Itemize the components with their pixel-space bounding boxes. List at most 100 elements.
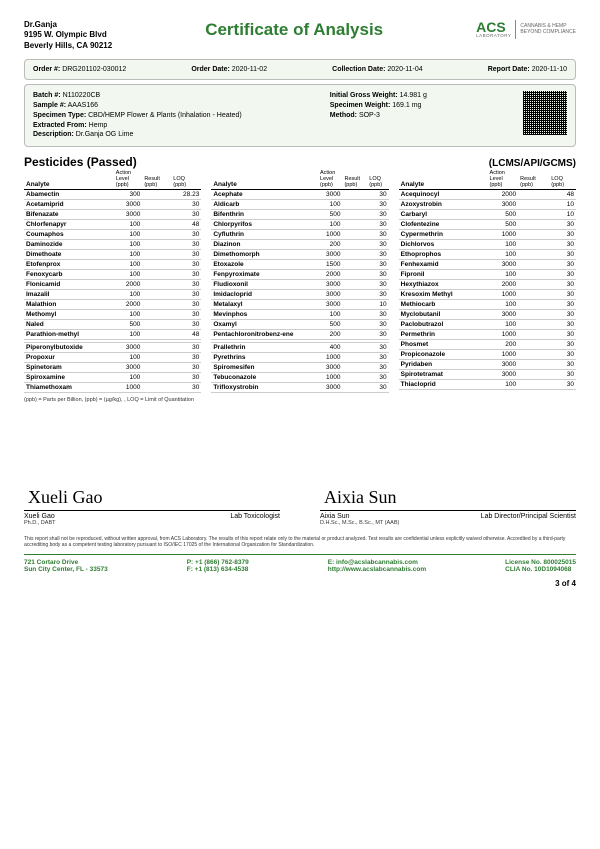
- col-analyte: Analyte: [24, 169, 114, 190]
- cell-action: 1000: [488, 350, 519, 360]
- cell-result: [342, 190, 367, 200]
- cell-loq: 30: [549, 240, 576, 250]
- col-action: ActionLevel(ppb): [318, 169, 342, 190]
- table-row: Fludioxonil300030: [211, 280, 388, 290]
- customer-name: Dr.Ganja: [24, 20, 112, 30]
- cell-result: [518, 380, 549, 390]
- table-row: Acetamiprid300030: [24, 200, 201, 210]
- cell-action: 1000: [488, 230, 519, 240]
- cell-loq: 30: [549, 250, 576, 260]
- order-no: DRG201102-030012: [62, 66, 126, 73]
- table-row: Bifenazate300030: [24, 210, 201, 220]
- cell-result: [518, 340, 549, 350]
- signature-2-script: Aixia Sun: [324, 487, 397, 508]
- cell-result: [342, 220, 367, 230]
- cell-result: [518, 330, 549, 340]
- cell-loq: 30: [171, 383, 201, 393]
- page-title: Certificate of Analysis: [112, 20, 476, 40]
- batch-label: Batch #:: [33, 92, 61, 99]
- cell-loq: 30: [367, 310, 388, 320]
- cell-analyte: Dimethomorph: [211, 250, 318, 260]
- cell-loq: 30: [367, 363, 388, 373]
- footer-addr1: 721 Cortaro Drive: [24, 559, 108, 566]
- cell-action: 100: [488, 270, 519, 280]
- cell-loq: 30: [367, 190, 388, 200]
- cell-result: [142, 280, 171, 290]
- cell-loq: 30: [367, 230, 388, 240]
- table-row: Metalaxyl300010: [211, 300, 388, 310]
- cell-action: 500: [114, 320, 143, 330]
- cell-result: [142, 310, 171, 320]
- cell-analyte: Methomyl: [24, 310, 114, 320]
- table-row: Methomyl10030: [24, 310, 201, 320]
- page-number: 3 of 4: [24, 579, 576, 588]
- cell-action: 100: [114, 290, 143, 300]
- table-row: Bifenthrin50030: [211, 210, 388, 220]
- cell-result: [518, 310, 549, 320]
- disclaimer: This report shall not be reproduced, wit…: [24, 536, 576, 548]
- sig1-name: Xueli Gao: [24, 513, 55, 520]
- cell-result: [142, 290, 171, 300]
- table-row: Pyrethrins100030: [211, 353, 388, 363]
- cell-analyte: Ethoprophos: [399, 250, 488, 260]
- cell-action: 100: [114, 373, 143, 383]
- table-row: Prallethrin40030: [211, 343, 388, 353]
- cell-result: [342, 260, 367, 270]
- cell-loq: 30: [367, 260, 388, 270]
- cell-analyte: Cypermethrin: [399, 230, 488, 240]
- cell-analyte: Cyfluthrin: [211, 230, 318, 240]
- cell-action: 3000: [318, 280, 342, 290]
- cell-action: 2000: [114, 280, 143, 290]
- cell-analyte: Piperonylbutoxide: [24, 343, 114, 353]
- cell-analyte: Propoxur: [24, 353, 114, 363]
- cell-result: [518, 290, 549, 300]
- cell-result: [342, 330, 367, 340]
- cell-loq: 30: [549, 230, 576, 240]
- sig1-cred: Ph.D., DABT: [24, 520, 280, 526]
- sig2-cred: D.H.Sc., M.Sc., B.Sc., MT (AAB): [320, 520, 576, 526]
- method-label: Method:: [330, 112, 357, 119]
- cell-analyte: Spiroxamine: [24, 373, 114, 383]
- cell-action: 1000: [488, 290, 519, 300]
- cell-loq: 30: [171, 260, 201, 270]
- cell-analyte: Myclobutanil: [399, 310, 488, 320]
- cell-result: [518, 240, 549, 250]
- cell-action: 3000: [318, 250, 342, 260]
- cell-loq: 48: [549, 190, 576, 200]
- col-loq: LOQ(ppb): [171, 169, 201, 190]
- customer-block: Dr.Ganja 9195 W. Olympic Blvd Beverly Hi…: [24, 20, 112, 51]
- batch: N110220CB: [63, 92, 101, 99]
- table-row: Abamectin30028.23: [24, 190, 201, 200]
- cell-result: [342, 310, 367, 320]
- cell-loq: 30: [549, 370, 576, 380]
- cell-analyte: Trifloxystrobin: [211, 383, 318, 393]
- table-row: Malathion200030: [24, 300, 201, 310]
- cell-loq: 30: [367, 383, 388, 393]
- cell-action: 3000: [488, 200, 519, 210]
- cell-action: 2000: [318, 270, 342, 280]
- cell-loq: 30: [171, 280, 201, 290]
- table-row: Propiconazole100030: [399, 350, 576, 360]
- cell-action: 300: [114, 190, 143, 200]
- cell-loq: 30: [367, 250, 388, 260]
- cell-loq: 10: [549, 210, 576, 220]
- cell-loq: 30: [171, 363, 201, 373]
- cell-action: 100: [114, 270, 143, 280]
- cell-loq: 30: [171, 200, 201, 210]
- cell-action: 100: [114, 353, 143, 363]
- cell-loq: 30: [367, 210, 388, 220]
- cell-loq: 30: [549, 220, 576, 230]
- table-row: Dimethoate10030: [24, 250, 201, 260]
- cell-action: 3000: [318, 190, 342, 200]
- table-row: Piperonylbutoxide300030: [24, 343, 201, 353]
- cell-result: [518, 230, 549, 240]
- cell-action: 100: [114, 310, 143, 320]
- cell-analyte: Mevinphos: [211, 310, 318, 320]
- cell-analyte: Coumaphos: [24, 230, 114, 240]
- cell-action: 3000: [488, 310, 519, 320]
- cell-loq: 30: [367, 343, 388, 353]
- table-row: Imazalil10030: [24, 290, 201, 300]
- cell-analyte: Diazinon: [211, 240, 318, 250]
- cell-result: [518, 280, 549, 290]
- cell-result: [142, 300, 171, 310]
